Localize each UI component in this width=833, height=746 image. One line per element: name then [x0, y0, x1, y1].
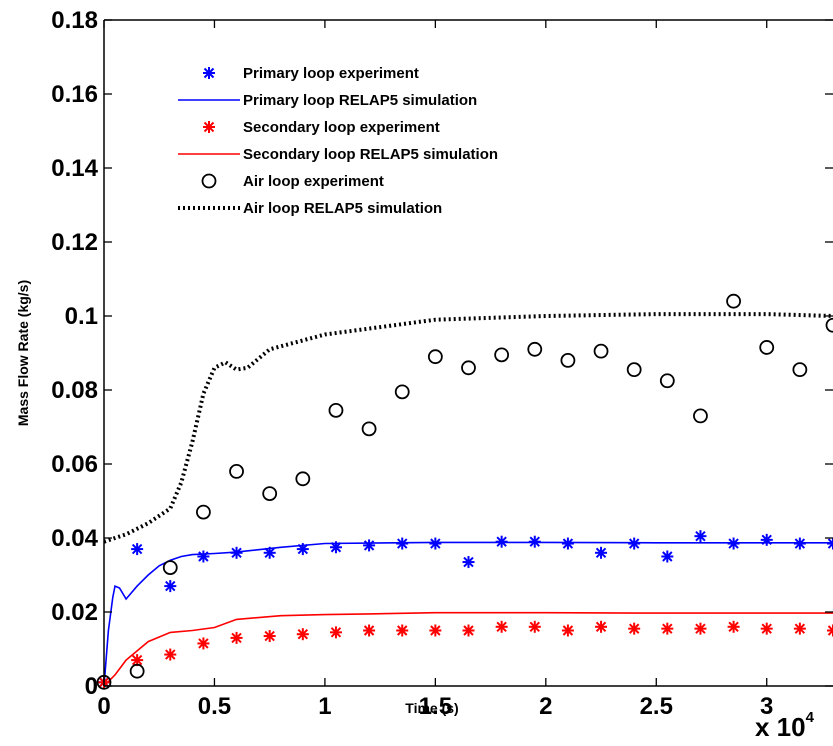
series-3-secondary-loop-experiment-point-21: [761, 623, 773, 635]
series-1-primary-loop-experiment-point-16: [595, 547, 607, 559]
series-3-secondary-loop-experiment-point-5: [231, 632, 243, 644]
x-tick-label-1: 0: [97, 693, 110, 720]
y-tick-label-1: 0: [85, 673, 98, 700]
y-tick-label-6: 0.1: [65, 303, 98, 330]
y-tick-label-7: 0.12: [51, 229, 98, 256]
series-3-secondary-loop-experiment-point-3: [164, 649, 176, 661]
legend-entry-5-label: Air loop experiment: [243, 173, 384, 190]
series-3-secondary-loop-experiment-point-14: [529, 621, 541, 633]
series-3-secondary-loop-experiment-point-19: [694, 623, 706, 635]
series-1-primary-loop-experiment-point-2: [131, 543, 143, 555]
x-axis-multiplier: x 104: [755, 709, 815, 741]
legend-entry-3-swatch: [203, 121, 215, 133]
x-tick-label-6: 2.5: [640, 693, 673, 720]
series-3-secondary-loop-experiment-point-20: [728, 621, 740, 633]
y-tick-label-10: 0.18: [51, 7, 98, 34]
x-tick-label-3: 1: [318, 693, 331, 720]
legend-entry-1-label: Primary loop experiment: [243, 65, 419, 82]
series-3-secondary-loop-experiment-point-11: [429, 625, 441, 637]
series-3-secondary-loop-experiment-point-8: [330, 626, 342, 638]
series-1-primary-loop-experiment-point-11: [429, 538, 441, 550]
series-3-secondary-loop-experiment-point-10: [396, 625, 408, 637]
series-3-secondary-loop-experiment-point-22: [794, 623, 806, 635]
x-multiplier-exponent: 4: [806, 709, 815, 726]
series-3-secondary-loop-experiment-point-15: [562, 625, 574, 637]
series-3-secondary-loop-experiment-point-6: [264, 630, 276, 642]
series-3-secondary-loop-experiment-point-9: [363, 625, 375, 637]
legend-entry-4-label: Secondary loop RELAP5 simulation: [243, 146, 498, 163]
legend-entry-2-label: Primary loop RELAP5 simulation: [243, 92, 477, 109]
x-axis-label: Time (s): [405, 700, 458, 716]
series-3-secondary-loop-experiment-point-4: [197, 637, 209, 649]
series-1-primary-loop-experiment-point-3: [164, 580, 176, 592]
series-1-primary-loop-experiment-point-21: [761, 534, 773, 546]
y-tick-label-5: 0.08: [51, 377, 98, 404]
y-axis-label: Mass Flow Rate (kg/s): [15, 280, 31, 426]
series-3-secondary-loop-experiment-point-16: [595, 621, 607, 633]
series-1-primary-loop-experiment-point-19: [694, 530, 706, 542]
series-3-secondary-loop-experiment-point-12: [463, 625, 475, 637]
y-tick-label-8: 0.14: [51, 155, 98, 182]
x-tick-label-5: 2: [539, 693, 552, 720]
series-1-primary-loop-experiment-point-12: [463, 556, 475, 568]
series-1-primary-loop-experiment-point-9: [363, 539, 375, 551]
series-1-primary-loop-experiment-point-17: [628, 538, 640, 550]
x-multiplier-base: x 10: [755, 712, 806, 741]
series-1-primary-loop-experiment-point-18: [661, 551, 673, 563]
y-tick-label-4: 0.06: [51, 451, 98, 478]
series-3-secondary-loop-experiment-point-18: [661, 623, 673, 635]
series-1-primary-loop-experiment-point-4: [197, 551, 209, 563]
series-1-primary-loop-experiment-point-15: [562, 538, 574, 550]
y-tick-label-2: 0.02: [51, 599, 98, 626]
series-3-secondary-loop-experiment-point-13: [496, 621, 508, 633]
series-3-secondary-loop-experiment-point-17: [628, 623, 640, 635]
plot-background: [104, 20, 833, 686]
series-3-secondary-loop-experiment-point-7: [297, 628, 309, 640]
legend-entry-3-label: Secondary loop experiment: [243, 119, 440, 136]
x-tick-label-2: 0.5: [198, 693, 231, 720]
legend-entry-1-swatch: [203, 67, 215, 79]
y-tick-label-3: 0.04: [51, 525, 98, 552]
y-tick-label-9: 0.16: [51, 81, 98, 108]
legend-entry-6-label: Air loop RELAP5 simulation: [243, 200, 442, 217]
